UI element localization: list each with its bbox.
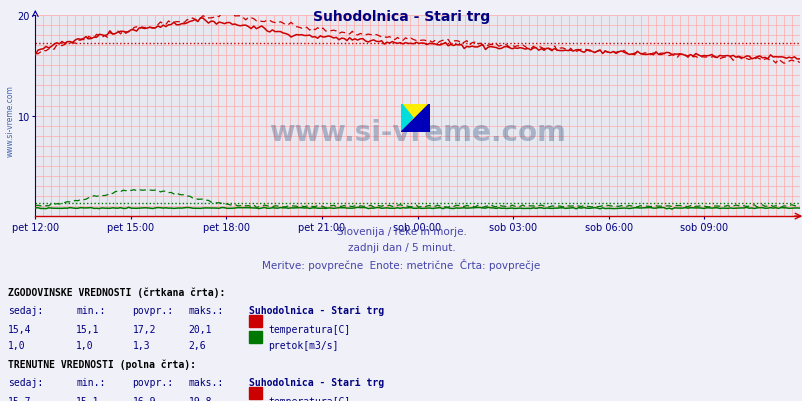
Text: zadnji dan / 5 minut.: zadnji dan / 5 minut. [347, 243, 455, 253]
Text: Meritve: povprečne  Enote: metrične  Črta: povprečje: Meritve: povprečne Enote: metrične Črta:… [262, 259, 540, 271]
Text: min.:: min.: [76, 377, 106, 387]
Text: 2,6: 2,6 [188, 340, 206, 350]
Text: www.si-vreme.com: www.si-vreme.com [6, 85, 14, 156]
Text: Slovenija / reke in morje.: Slovenija / reke in morje. [336, 227, 466, 237]
Text: 15,4: 15,4 [8, 324, 31, 334]
Polygon shape [401, 104, 412, 132]
Text: temperatura[C]: temperatura[C] [268, 396, 350, 401]
Text: sedaj:: sedaj: [8, 306, 43, 315]
Polygon shape [401, 104, 429, 132]
Polygon shape [401, 104, 429, 132]
Text: TRENUTNE VREDNOSTI (polna črta):: TRENUTNE VREDNOSTI (polna črta): [8, 359, 196, 369]
Text: 16,9: 16,9 [132, 396, 156, 401]
Text: Suhodolnica - Stari trg: Suhodolnica - Stari trg [249, 377, 383, 387]
Text: 15,1: 15,1 [76, 324, 99, 334]
Text: 1,3: 1,3 [132, 340, 150, 350]
Text: min.:: min.: [76, 306, 106, 315]
Text: Suhodolnica - Stari trg: Suhodolnica - Stari trg [313, 10, 489, 24]
Text: povpr.:: povpr.: [132, 377, 173, 387]
Text: 15,7: 15,7 [8, 396, 31, 401]
Text: temperatura[C]: temperatura[C] [268, 324, 350, 334]
Text: Suhodolnica - Stari trg: Suhodolnica - Stari trg [249, 306, 383, 315]
Text: povpr.:: povpr.: [132, 306, 173, 315]
Text: 19,8: 19,8 [188, 396, 212, 401]
Text: 17,2: 17,2 [132, 324, 156, 334]
Text: 1,0: 1,0 [76, 340, 94, 350]
Text: sedaj:: sedaj: [8, 377, 43, 387]
Text: 20,1: 20,1 [188, 324, 212, 334]
Text: pretok[m3/s]: pretok[m3/s] [268, 340, 338, 350]
Text: 15,1: 15,1 [76, 396, 99, 401]
Text: ZGODOVINSKE VREDNOSTI (črtkana črta):: ZGODOVINSKE VREDNOSTI (črtkana črta): [8, 287, 225, 297]
Text: www.si-vreme.com: www.si-vreme.com [269, 118, 565, 146]
Text: maks.:: maks.: [188, 306, 224, 315]
Text: maks.:: maks.: [188, 377, 224, 387]
Text: 1,0: 1,0 [8, 340, 26, 350]
